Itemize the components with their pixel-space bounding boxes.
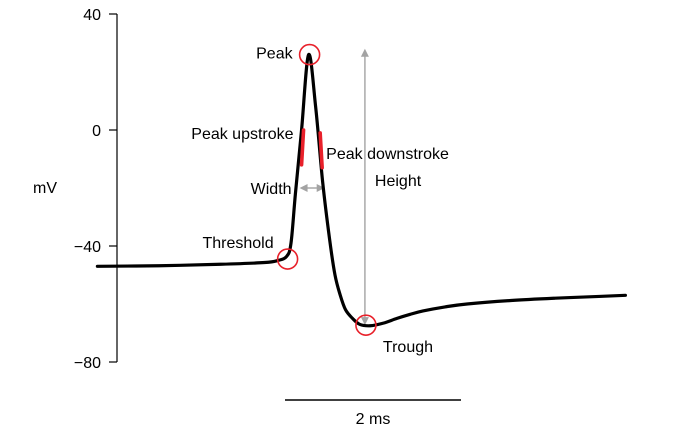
y-tick-label: −40 [74,239,101,256]
width-label: Width [251,181,292,198]
height-arrow-head-top [360,48,369,57]
peak-upstroke-mark [299,128,306,167]
height-arrow-head-bottom [360,317,369,326]
trough-marker [355,314,377,336]
voltage-trace-line [95,52,627,328]
width-arrow-head-left [299,184,308,192]
y-axis: 40 0 −40 −80 mV [33,7,118,372]
y-tick-label: 0 [92,123,101,140]
y-axis-title: mV [33,180,57,197]
peak-downstroke-label: Peak downstroke [326,146,449,163]
width-arrow-head-right [316,184,325,192]
measurement-annotations [299,48,369,326]
y-tick-label: 40 [83,7,101,24]
scale-bar: 2 ms [285,399,461,428]
height-label: Height [375,173,422,190]
peak-downstroke-mark [318,131,324,170]
peak-marker [298,43,321,66]
scale-bar-label: 2 ms [356,411,391,428]
voltage-trace [95,52,627,328]
threshold-label: Threshold [202,235,273,252]
annotation-labels: Height Width Peak upstroke Peak downstroke P… [191,46,449,357]
peak-label: Peak [256,46,293,63]
y-tick-label: −80 [74,355,101,372]
peak-upstroke-label: Peak upstroke [191,126,293,143]
trough-label: Trough [383,339,433,356]
feature-markers [276,43,377,336]
threshold-marker [276,248,299,270]
